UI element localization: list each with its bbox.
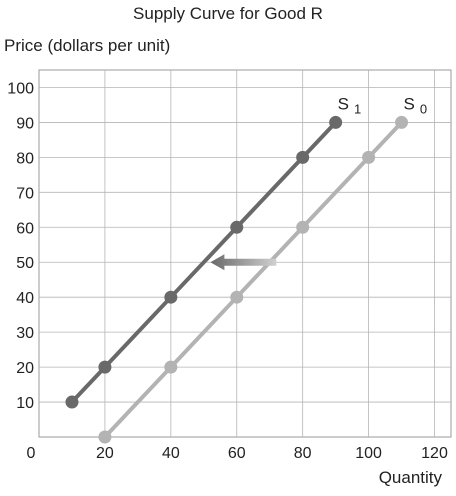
series-s1-label-name: S [338, 94, 349, 113]
y-tick-label-30: 30 [16, 325, 34, 342]
series-s0-point-2 [230, 290, 244, 304]
series-s1-point-3 [230, 220, 244, 234]
series-s1-point-2 [164, 290, 178, 304]
y-tick-label-80: 80 [16, 150, 34, 167]
y-tick-label-20: 20 [16, 360, 34, 377]
series-s0-point-4 [362, 150, 376, 164]
plot-frame [38, 69, 452, 438]
series-s1-label-subscript: 1 [354, 101, 361, 116]
y-tick-label-40: 40 [16, 290, 34, 307]
y-axis-label: Price (dollars per unit) [4, 36, 171, 55]
y-tick-label-50: 50 [16, 255, 34, 272]
y-tick-label-60: 60 [16, 220, 34, 237]
series-s1-point-5 [329, 115, 343, 129]
x-tick-label-20: 20 [96, 445, 114, 462]
series-s0-label-subscript: 0 [420, 101, 427, 116]
chart-title: Supply Curve for Good R [133, 4, 323, 23]
series-s0-point-0 [98, 430, 112, 444]
series-s0-label-name: S [404, 94, 415, 113]
series-s1-point-4 [296, 150, 310, 164]
x-tick-label-0: 0 [27, 445, 36, 462]
y-tick-label-90: 90 [16, 115, 34, 132]
series-s0-line [102, 120, 404, 439]
series-s1-point-1 [98, 360, 112, 374]
x-axis-label: Quantity [378, 468, 442, 487]
series-s0-point-3 [296, 220, 310, 234]
y-tick-label-100: 100 [7, 80, 34, 97]
x-tick-label-120: 120 [421, 445, 448, 462]
x-tick-label-40: 40 [162, 445, 180, 462]
x-tick-label-100: 100 [355, 445, 382, 462]
y-tick-label-70: 70 [16, 185, 34, 202]
series-s1-point-0 [65, 395, 79, 409]
x-tick-label-60: 60 [228, 445, 246, 462]
y-tick-label-10: 10 [16, 395, 34, 412]
series-s0-point-5 [395, 115, 409, 129]
series-s0-point-1 [164, 360, 178, 374]
series-s1-line [69, 120, 338, 405]
shift-arrow-0 [210, 254, 277, 271]
x-tick-label-80: 80 [294, 445, 312, 462]
